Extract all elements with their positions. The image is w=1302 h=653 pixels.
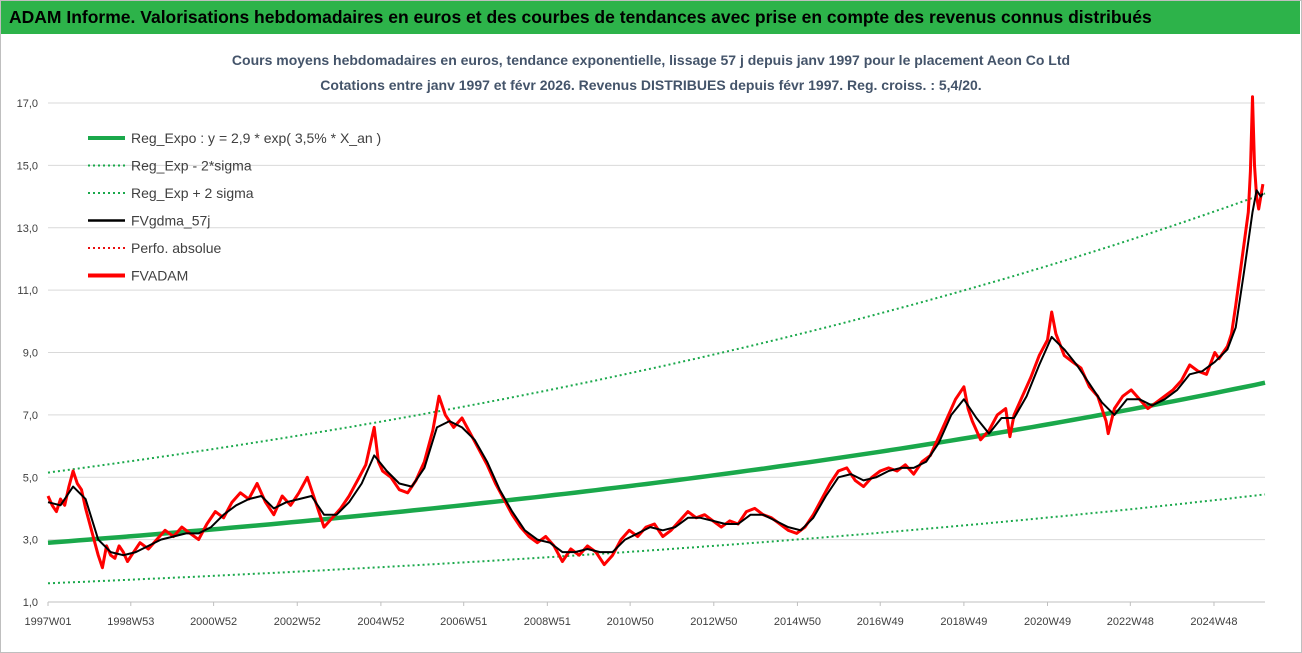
report-title: ADAM Informe. Valorisations hebdomadaire… bbox=[1, 1, 1300, 34]
chart-title-line-2: Cotations entre janv 1997 et févr 2026. … bbox=[320, 77, 982, 93]
chart-title-line-1: Cours moyens hebdomadaires en euros, ten… bbox=[231, 52, 1071, 68]
